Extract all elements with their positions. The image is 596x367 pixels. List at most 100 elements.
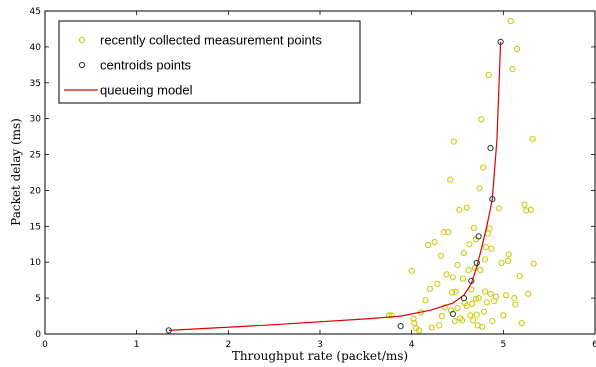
measurement-point — [431, 239, 438, 246]
x-axis-title: Throughput rate (packet/ms) — [232, 349, 408, 363]
centroid-point — [449, 310, 456, 317]
measurement-point — [481, 288, 489, 295]
y-tick-label: 0 — [35, 330, 41, 340]
measurement-point — [467, 312, 474, 319]
measurement-point — [473, 311, 480, 318]
x-tick-label: 2 — [225, 340, 231, 350]
centroid-point — [468, 277, 475, 284]
legend-label-centroids: centroids points — [100, 58, 192, 73]
legend: recently collected measurement points ce… — [58, 20, 361, 104]
measurement-point — [463, 204, 470, 211]
queueing-model-line — [168, 41, 502, 331]
measurement-point — [425, 241, 432, 249]
measurement-point — [450, 138, 457, 145]
y-tick-label: 25 — [30, 151, 41, 161]
measurement-point — [441, 304, 448, 311]
measurement-point — [422, 297, 429, 304]
measurement-point — [479, 323, 486, 330]
measurement-point — [516, 272, 523, 279]
legend-label-queueing: queueing model — [100, 83, 193, 98]
measurement-point — [445, 229, 452, 236]
centroid-point — [489, 196, 496, 203]
measurement-point — [525, 290, 532, 297]
measurement-point — [529, 135, 536, 142]
y-tick-label: 35 — [30, 79, 41, 89]
measurement-point — [466, 241, 473, 248]
measurement-point — [527, 206, 534, 213]
measurement-point — [385, 312, 392, 319]
centroid-point — [497, 38, 504, 46]
legend-measurement-marker — [78, 36, 86, 44]
measurement-point — [504, 257, 511, 264]
y-tick-label: 45 — [30, 7, 41, 17]
y-tick-label: 5 — [35, 294, 41, 304]
x-tick-label: 0 — [42, 340, 48, 350]
measurement-point — [481, 308, 488, 315]
centroid-point — [473, 259, 480, 266]
y-tick-label: 15 — [30, 222, 41, 232]
x-tick-label: 4 — [409, 340, 415, 350]
measurement-point — [452, 288, 459, 295]
measurement-point — [434, 280, 441, 287]
measurement-point — [521, 201, 528, 208]
measurement-point — [476, 185, 483, 192]
measurement-point — [436, 322, 443, 329]
measurement-point — [448, 289, 456, 296]
measurement-point — [440, 229, 447, 236]
measurement-point — [507, 17, 514, 25]
measurement-point — [469, 300, 476, 307]
measurement-point — [454, 305, 461, 312]
measurement-point — [410, 315, 417, 322]
measurement-point — [482, 244, 489, 251]
axis-ticks — [44, 10, 596, 335]
measurement-point — [459, 317, 466, 324]
x-tick-label: 3 — [317, 340, 323, 350]
measurement-point — [449, 274, 456, 281]
centroid-point — [165, 327, 172, 334]
measurement-point — [530, 260, 537, 267]
measurement-point — [465, 267, 472, 274]
measurement-point — [472, 295, 479, 302]
measurement-point — [485, 71, 492, 79]
measurement-point — [388, 312, 395, 319]
measurement-point — [480, 164, 487, 171]
centroid-point — [475, 233, 482, 240]
legend-label-measurement: recently collected measurement points — [100, 33, 322, 48]
measurement-point — [443, 271, 450, 278]
measurement-point — [509, 66, 516, 73]
y-tick-label: 40 — [30, 43, 42, 53]
measurement-point — [475, 295, 482, 302]
measurement-point — [498, 259, 505, 266]
measurement-point — [511, 295, 518, 302]
measurement-point — [447, 176, 454, 183]
measurement-point — [470, 224, 478, 231]
measurement-point — [428, 324, 435, 331]
measurement-point — [477, 267, 484, 274]
measurement-point — [483, 299, 490, 306]
measurement-point — [438, 313, 445, 320]
measurement-point — [456, 206, 463, 213]
measurement-point — [503, 292, 510, 299]
measurement-point — [454, 262, 461, 269]
x-tick-label: 1 — [134, 340, 140, 350]
centroid-point — [460, 295, 467, 302]
x-tick-label: 6 — [592, 340, 596, 350]
measurement-point — [481, 256, 489, 263]
measurement-point — [415, 327, 423, 334]
x-tick-label: 5 — [500, 340, 506, 350]
measurement-point — [495, 205, 502, 212]
legend-box — [58, 20, 361, 104]
measurement-point — [478, 116, 485, 123]
measurement-point — [487, 290, 494, 297]
y-tick-label: 30 — [30, 115, 42, 125]
plot-marks — [165, 17, 537, 334]
measurement-point — [468, 286, 475, 293]
measurement-point — [505, 251, 512, 258]
measurement-point — [514, 45, 521, 53]
y-tick-label: 20 — [30, 186, 42, 196]
measurement-point — [463, 302, 470, 310]
measurement-point — [426, 285, 434, 292]
measurement-point — [500, 312, 507, 319]
measurement-point — [486, 225, 493, 232]
